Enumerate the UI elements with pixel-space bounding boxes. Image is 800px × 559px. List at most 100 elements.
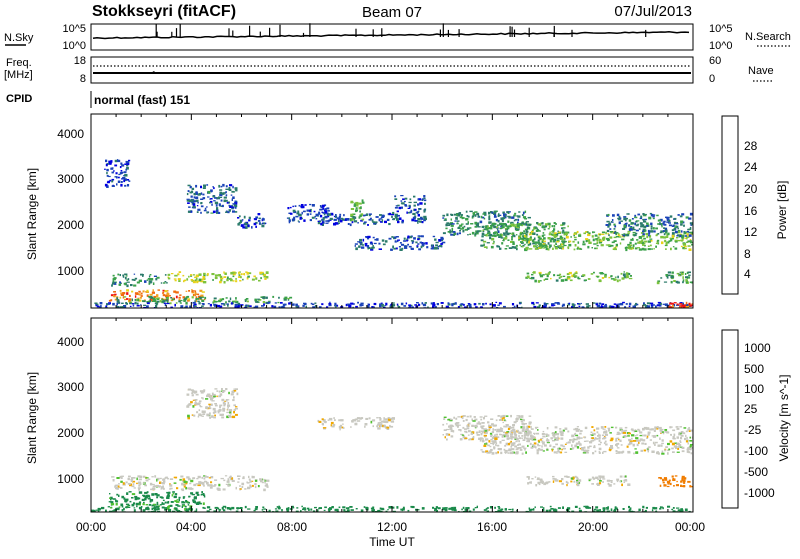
xtick-4: 16:00 [477, 520, 507, 534]
echo-cell [643, 426, 648, 429]
echo-cell [512, 424, 515, 427]
echo-cell [615, 450, 618, 452]
echo-cell [122, 306, 125, 308]
echo-cell [244, 505, 247, 509]
echo-cell [482, 303, 485, 306]
echo-cell [558, 231, 561, 233]
echo-cell [321, 211, 324, 213]
echo-cell [575, 442, 579, 445]
echo-cell [187, 202, 190, 204]
echo-cell [193, 200, 197, 203]
echo-cell [654, 443, 656, 446]
echo-cell [379, 507, 382, 510]
echo-cell [679, 306, 682, 308]
echo-cell [626, 274, 629, 278]
echo-cell [200, 202, 203, 205]
echo-cell [136, 497, 139, 500]
echo-cell [483, 246, 488, 248]
echo-cell [231, 415, 235, 419]
noise-right-tick-top: 10^5 [709, 23, 733, 35]
echo-cell [190, 279, 194, 281]
echo-cell [524, 234, 526, 237]
echo-cell [227, 211, 230, 214]
echo-cell [499, 247, 502, 250]
echo-cell [421, 243, 425, 246]
echo-cell [677, 229, 681, 232]
echo-cell [130, 480, 133, 482]
echo-cell [598, 306, 602, 308]
echo-cell [182, 274, 185, 277]
echo-cell [240, 276, 242, 279]
echo-cell [154, 508, 156, 511]
echo-cell [386, 218, 390, 221]
echo-cell [227, 404, 231, 407]
echo-cell [642, 228, 646, 231]
echo-cell [336, 508, 339, 512]
echo-cell [297, 210, 300, 213]
echo-cell [615, 236, 620, 238]
echo-cell [564, 451, 568, 453]
echo-cell [511, 232, 515, 235]
echo-cell [500, 451, 503, 455]
echo-cell [615, 304, 618, 307]
echo-cell [213, 395, 216, 398]
echo-cell [615, 233, 617, 236]
echo-cell [235, 413, 238, 416]
echo-cell [676, 272, 680, 275]
echo-cell [195, 274, 199, 278]
echo-cell [408, 306, 412, 308]
echo-cell [578, 303, 581, 305]
echo-cell [495, 433, 498, 435]
echo-cell [534, 279, 537, 283]
echo-cell [629, 275, 632, 277]
echo-cell [360, 509, 364, 512]
echo-cell [144, 496, 148, 499]
echo-cell [498, 419, 503, 421]
echo-cell [638, 228, 641, 230]
echo-cell [511, 233, 513, 235]
echo-cell [559, 273, 562, 276]
echo-cell [546, 510, 548, 512]
echo-cell [551, 303, 554, 307]
echo-cell [350, 218, 353, 222]
echo-cell [516, 215, 519, 217]
echo-cell [209, 200, 213, 203]
echo-cell [258, 217, 261, 220]
echo-cell [481, 422, 485, 424]
echo-cell [231, 198, 233, 201]
echo-cell [652, 217, 655, 220]
echo-cell [577, 436, 581, 440]
echo-cell [386, 426, 390, 429]
echo-cell [449, 424, 452, 427]
echo-cell [318, 220, 322, 223]
echo-cell [645, 506, 648, 509]
echo-cell [115, 502, 118, 506]
echo-cell [627, 483, 631, 486]
echo-cell [545, 303, 547, 307]
echo-cell [259, 271, 262, 275]
echo-cell [255, 305, 259, 308]
echo-cell [465, 217, 469, 221]
echo-cell [167, 493, 170, 496]
echo-cell [689, 436, 692, 439]
echo-cell [521, 437, 524, 439]
echo-cell [474, 235, 477, 237]
echo-cell [474, 507, 477, 509]
echo-cell [471, 418, 474, 421]
echo-cell [225, 297, 228, 299]
echo-cell [237, 481, 240, 483]
echo-cell [143, 481, 145, 484]
echo-cell [134, 497, 138, 501]
echo-cell [485, 442, 488, 444]
echo-cell [145, 507, 148, 510]
echo-cell [337, 220, 340, 223]
echo-cell [500, 217, 504, 220]
echo-cell [389, 212, 392, 216]
echo-cell [556, 239, 559, 243]
echo-cell [553, 225, 556, 228]
echo-cell [500, 428, 504, 430]
echo-cell [201, 415, 204, 417]
echo-cell [655, 234, 658, 237]
echo-cell [381, 420, 384, 423]
echo-cell [456, 220, 460, 222]
